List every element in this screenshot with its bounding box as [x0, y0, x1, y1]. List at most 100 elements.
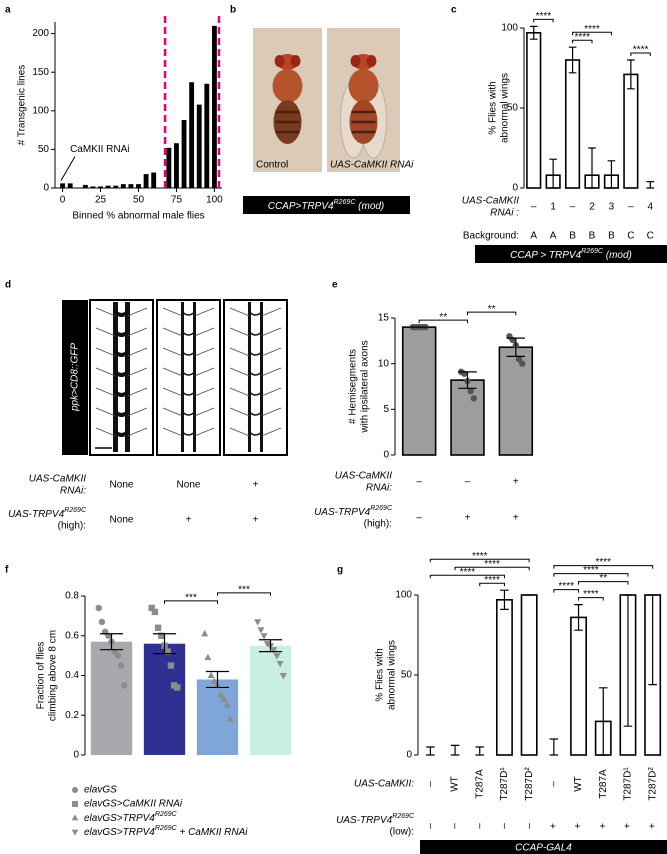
error-bar: [648, 594, 657, 686]
error-bar: [450, 744, 460, 756]
significance-bracket: [467, 311, 517, 316]
point: [276, 661, 284, 668]
micrograph: [89, 299, 154, 456]
bar: [564, 59, 581, 189]
row-value: –: [425, 823, 436, 829]
banner-text-part: R269C: [334, 199, 357, 206]
bar: [401, 326, 437, 456]
error-bar: [258, 639, 283, 653]
row-value: –: [450, 823, 461, 829]
y-axis-label: climbing above 8 cm: [48, 630, 59, 721]
error-bar: [500, 589, 509, 610]
fly-eye: [290, 55, 301, 67]
row-value: –: [425, 781, 436, 787]
bar: [204, 83, 210, 188]
panel-letter: d: [5, 280, 11, 291]
bar: [113, 185, 119, 188]
commissure: [248, 411, 263, 416]
panel-letter: f: [5, 565, 9, 576]
significance-bracket: [217, 592, 271, 596]
error-bar: [152, 633, 177, 655]
point: [114, 652, 122, 659]
branch: [162, 407, 215, 417]
commissure: [181, 391, 196, 396]
legend-label-part: elavGS>TRPV4: [84, 813, 155, 824]
point: [174, 684, 181, 691]
row-value: None: [110, 515, 134, 526]
branch: [162, 427, 215, 437]
error-bar: [549, 738, 559, 756]
row-label-part: UAS-TRPV4: [336, 815, 393, 826]
point: [220, 695, 228, 702]
significance-label: ****: [484, 575, 500, 586]
fly-eye: [274, 55, 285, 67]
point: [515, 355, 523, 363]
row-label: (low):: [390, 827, 414, 838]
row-value: None: [110, 480, 134, 491]
bar: [520, 594, 538, 756]
annotation: CaMKII RNAi: [70, 144, 129, 155]
significance-label: ****: [595, 557, 611, 568]
y-axis-label: abnormal wings: [387, 640, 398, 710]
point: [217, 691, 225, 698]
row-value: +: [598, 823, 609, 829]
commissure: [248, 311, 263, 316]
commissure: [181, 351, 196, 356]
photo-label: UAS-CaMKII RNAi: [330, 160, 414, 171]
branch: [162, 367, 215, 377]
banner-text-part: R269C: [581, 248, 604, 255]
fly-eye: [350, 55, 361, 67]
legend-marker: [72, 801, 78, 807]
significance-bracket: [429, 558, 530, 563]
significance-bracket: [578, 597, 604, 601]
commissure: [248, 391, 263, 396]
y-axis-label: % Flies with: [488, 81, 499, 134]
row-value: –: [465, 477, 471, 488]
panel-letter: e: [332, 280, 338, 291]
row-value: T287A: [474, 769, 485, 799]
row-label: (high):: [58, 521, 86, 532]
row-label: UAS-TRPV4R269C: [314, 505, 393, 517]
significance-bracket: [572, 31, 612, 36]
row-value: T287D¹: [623, 767, 634, 801]
point: [151, 608, 159, 616]
point: [98, 618, 106, 626]
error-bar: [475, 746, 485, 756]
significance-bracket: [418, 319, 468, 324]
x-tick-label: 50: [133, 195, 145, 206]
error-bar: [529, 25, 538, 40]
bar: [526, 31, 542, 189]
branch: [229, 307, 282, 317]
point: [204, 653, 212, 661]
legend-label-part: + CaMKII RNAi: [177, 827, 249, 838]
legend-label: elavGS>TRPV4R269C + CaMKII RNAi: [84, 825, 248, 837]
bar: [151, 172, 157, 188]
banner: [420, 840, 667, 854]
significance-bracket: [630, 52, 651, 56]
bar: [498, 346, 534, 456]
commissure: [114, 330, 129, 337]
commissure: [248, 331, 263, 336]
branch: [162, 327, 215, 337]
point: [207, 671, 215, 679]
row-label-part: UAS-TRPV4: [314, 507, 371, 518]
branch: [229, 367, 282, 377]
significance-label: ****: [583, 565, 599, 576]
row-value: –: [416, 477, 422, 488]
row-value: –: [548, 781, 559, 787]
fly-thorax: [348, 69, 379, 103]
row-value: B: [608, 231, 615, 242]
row-value: +: [623, 823, 634, 829]
row-value: None: [177, 480, 201, 491]
commissure: [181, 371, 196, 376]
commissure: [248, 371, 263, 376]
row-label-part: R269C: [392, 813, 415, 820]
y-axis-label: % Flies with: [375, 648, 386, 701]
y-tick-label: 0.4: [65, 670, 79, 681]
error-bar: [574, 604, 583, 631]
bar: [98, 186, 103, 188]
bar: [189, 82, 195, 188]
y-tick-label: 200: [32, 28, 49, 39]
row-value: +: [465, 513, 471, 524]
panel-letter: a: [5, 5, 11, 16]
